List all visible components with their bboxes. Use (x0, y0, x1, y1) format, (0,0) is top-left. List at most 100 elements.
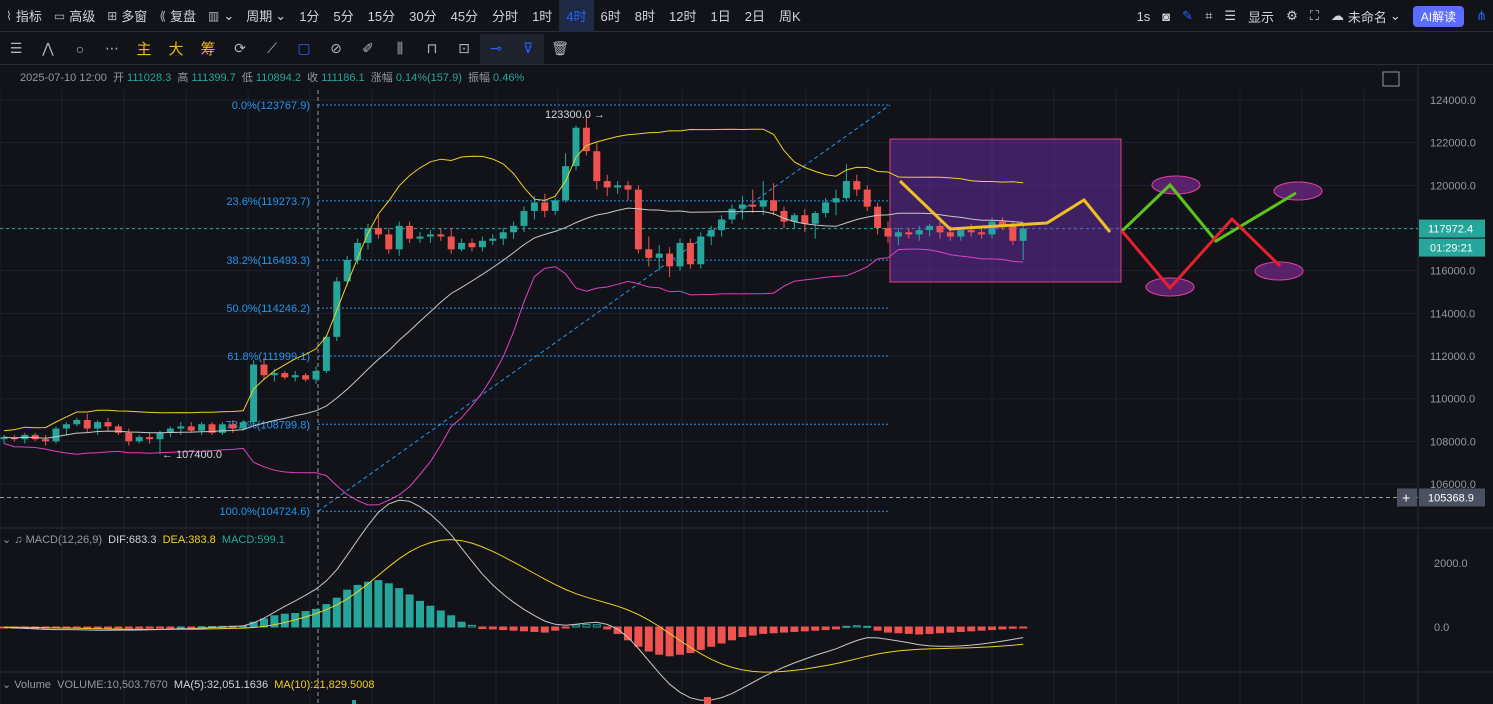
chip-icon[interactable]: 筹 (200, 41, 216, 58)
candle-body (822, 202, 830, 214)
candle-body (208, 424, 216, 433)
candle-body (468, 242, 476, 248)
filter-icon[interactable]: ⊽ (512, 33, 544, 64)
timeframe-7[interactable]: 4时 (559, 0, 594, 32)
menu-icon[interactable]: ☰ (9, 40, 23, 56)
timeframe-4[interactable]: 45分 (450, 9, 479, 24)
more-icon[interactable]: ⋯ (105, 40, 119, 56)
indicator-icon[interactable]: ⋀ (42, 40, 54, 56)
macd-bar (728, 626, 736, 641)
measure-icon[interactable]: ⊘ (330, 40, 342, 56)
select-icon[interactable]: ▢ (297, 40, 311, 56)
replay-button[interactable]: ⟪ 复盘 (159, 8, 197, 25)
candle-body (125, 432, 133, 442)
timeframe-3[interactable]: 30分 (409, 9, 437, 24)
macd-bar (686, 626, 695, 654)
candle-body (489, 238, 497, 241)
big-order-icon[interactable]: 大 (168, 41, 184, 58)
last-price-value: 117972.4 (1428, 224, 1473, 236)
candle-body (198, 424, 206, 431)
share-icon[interactable]: ⋔ (1476, 8, 1487, 23)
display-button[interactable]: 显示 (1248, 9, 1275, 25)
macd-bar (156, 626, 164, 629)
indicators-button[interactable]: ⌇ 指标 (6, 8, 42, 25)
candle-body (1009, 225, 1017, 241)
candle-body (770, 200, 778, 211)
timeframe-1[interactable]: 5分 (333, 9, 354, 24)
advanced-button[interactable]: ▭ 高级 (53, 8, 96, 25)
y-axis-label: 108000.0 (1430, 436, 1476, 448)
macd-bar (426, 605, 435, 628)
timeframe-6[interactable]: 1时 (532, 9, 553, 24)
pen-icon[interactable]: ✎ (1182, 8, 1194, 23)
period-dropdown[interactable]: 周期 ⌄ (246, 7, 287, 25)
ai-interpret-button[interactable]: AI解读 (1412, 5, 1465, 27)
macd-bar (780, 626, 788, 633)
timeframe-13[interactable]: 周K (778, 9, 801, 24)
candle-body (832, 198, 840, 203)
candle-body (520, 210, 528, 226)
candle-body (343, 260, 351, 282)
macd-bar (509, 626, 518, 631)
timeframe-10[interactable]: 12时 (669, 9, 697, 24)
macd-bar (707, 626, 716, 647)
timeframe-list: 1分 5分 15分 30分 45分 分时 1时 4时 6时 8时 12时 1日 2日 周K (292, 0, 807, 32)
timeframe-9[interactable]: 8时 (634, 9, 656, 24)
candle-body (853, 181, 861, 190)
layout-dropdown[interactable]: ☁ 未命名 ⌄ (1330, 8, 1401, 25)
candle-body (42, 439, 50, 442)
timeframe-2[interactable]: 15分 (367, 9, 396, 24)
fullscreen-icon[interactable]: ⛶ (1309, 8, 1319, 23)
ruler-icon[interactable]: ⟋ (267, 40, 277, 56)
multi-window-button[interactable]: ⊞ 多窗 (107, 8, 148, 25)
macd-bar (124, 626, 133, 629)
macd-bar (1019, 626, 1028, 629)
candle-body (94, 422, 102, 429)
collapse-icon[interactable]: ⌄ (2, 679, 12, 691)
candle-body (250, 364, 258, 423)
candle-body (697, 236, 705, 265)
bell-icon[interactable]: ⌄ ♫ (2, 534, 23, 546)
macd-bar (540, 626, 549, 633)
timeframe-5[interactable]: 分时 (492, 9, 519, 24)
chart-type-button[interactable]: ▥ ⌄ (202, 0, 240, 32)
projection-green (1120, 182, 1297, 243)
brush-icon[interactable]: ✐ (362, 40, 374, 56)
note-icon[interactable]: ⌗ (1205, 8, 1213, 23)
interval-button[interactable]: 1s (1136, 8, 1151, 24)
macd-bar (884, 626, 892, 633)
settings-icon[interactable]: ⚙ (1286, 8, 1298, 23)
candle-body (988, 221, 996, 235)
candle-body (676, 242, 684, 267)
macd-bar (416, 600, 424, 628)
template-icon[interactable]: ⊡ (458, 40, 470, 56)
fib-label: 0.0%(123767.9) (232, 100, 310, 112)
main-force-icon[interactable]: 主 (136, 41, 152, 58)
sync-icon[interactable]: ⟳ (234, 40, 246, 56)
candle-body (572, 127, 580, 167)
candle-body (395, 225, 403, 250)
camera-icon[interactable]: ◙ (1162, 8, 1171, 24)
candle-body (728, 208, 736, 220)
macd-bar (821, 626, 830, 631)
circle-icon[interactable]: ○ (75, 40, 85, 57)
price-chart[interactable]: 124000.0122000.0120000.0118000.0116000.0… (0, 66, 1493, 704)
timeframe-11[interactable]: 1日 (710, 9, 731, 24)
macd-bar (582, 623, 591, 628)
candle-body (291, 375, 299, 378)
timeframe-12[interactable]: 2日 (744, 9, 765, 24)
candle-body (874, 206, 882, 228)
top-bar: ⌇ 指标 ▭ 高级 ⊞ 多窗 ⟪ 复盘 ▥ ⌄ 周期 ⌄ 1分 5分 15分 30分 45分 分时 1时… (0, 0, 1493, 32)
lock-icon[interactable]: ⊓ (426, 40, 438, 56)
list-icon[interactable]: ☰ (1224, 8, 1237, 23)
macd-bar (998, 626, 1007, 630)
candle-body (177, 426, 185, 429)
timeframe-0[interactable]: 1分 (299, 9, 320, 24)
fib-label: 50.0%(114246.2) (226, 303, 310, 315)
magnet-icon[interactable]: ⊸ (480, 33, 512, 64)
macd-dif-line (3, 499, 1024, 701)
timeframe-8[interactable]: 6时 (600, 9, 621, 24)
trash-icon[interactable]: 🗑 (551, 40, 569, 56)
pattern-icon[interactable]: ⫼ (396, 40, 404, 56)
low-label: 低 (241, 72, 253, 84)
